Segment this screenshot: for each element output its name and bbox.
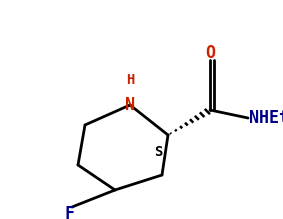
Text: NHEt: NHEt (249, 109, 283, 127)
Text: S: S (154, 145, 162, 159)
Text: N: N (125, 96, 135, 114)
Text: F: F (64, 205, 74, 219)
Text: H: H (126, 73, 134, 87)
Text: O: O (205, 44, 215, 62)
